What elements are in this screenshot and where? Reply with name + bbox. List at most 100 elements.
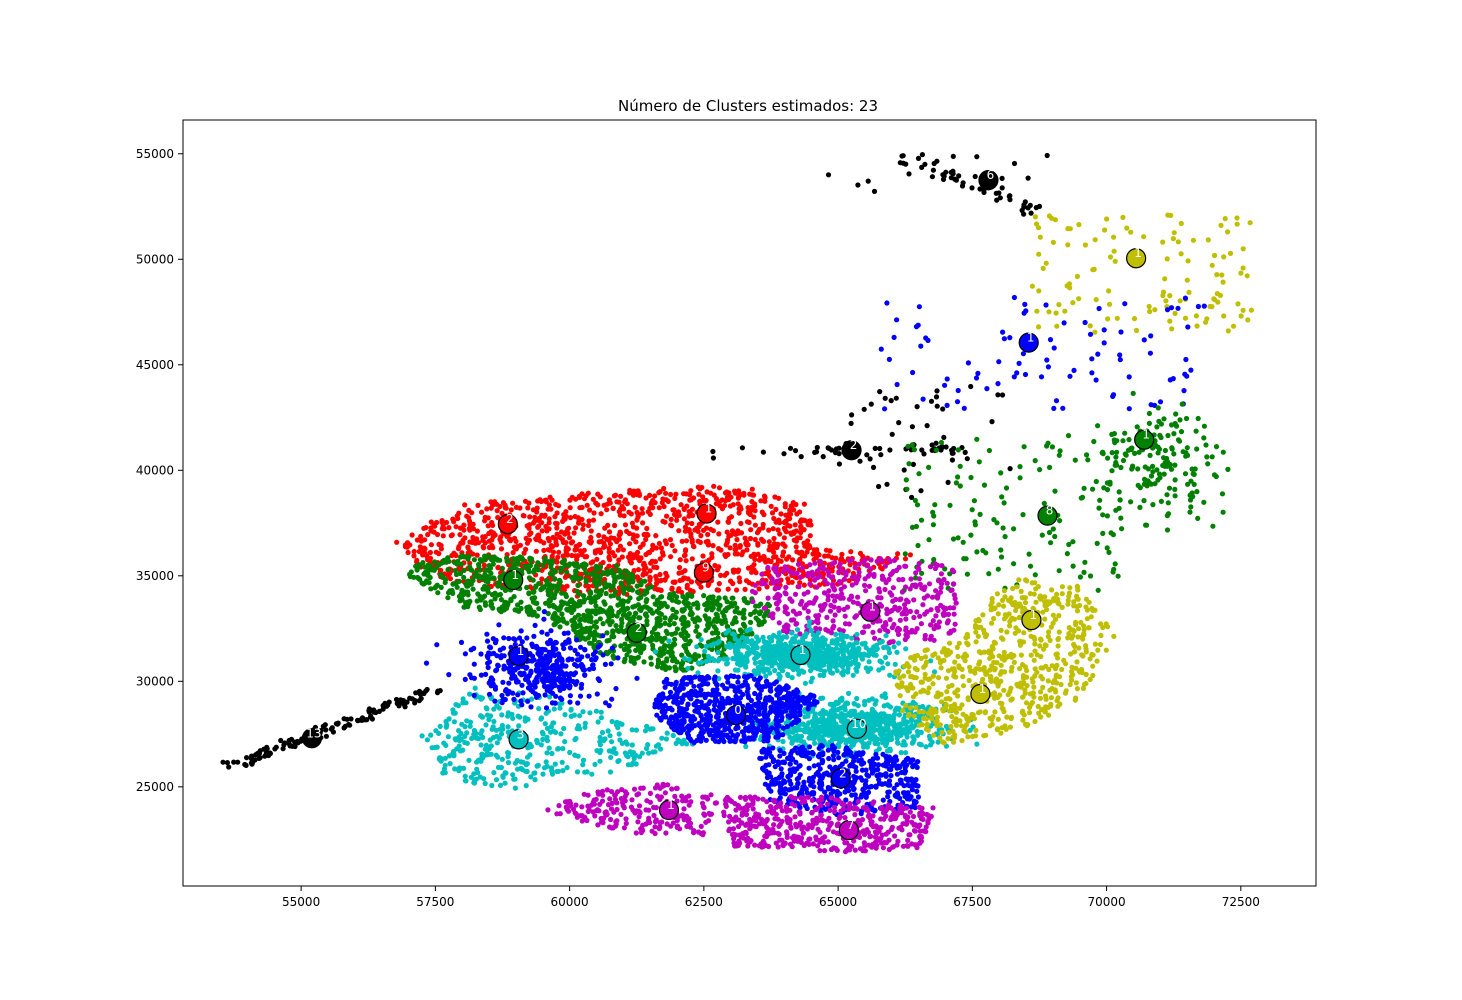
data-point <box>565 530 571 536</box>
data-point <box>661 503 667 510</box>
data-point <box>256 749 262 755</box>
data-point <box>722 607 728 613</box>
data-point <box>432 559 438 565</box>
data-point <box>1187 497 1194 503</box>
data-point <box>883 743 889 749</box>
data-point <box>756 586 762 592</box>
data-point <box>999 185 1005 191</box>
data-point <box>830 581 836 588</box>
data-point <box>676 564 683 571</box>
data-point <box>884 735 890 741</box>
data-point <box>919 585 925 591</box>
data-point <box>605 618 611 624</box>
data-point <box>804 549 810 555</box>
data-point <box>893 395 899 401</box>
data-point <box>817 603 824 609</box>
data-point <box>791 507 797 513</box>
data-point <box>766 527 772 533</box>
data-point <box>825 597 831 603</box>
data-point <box>471 557 477 563</box>
data-point <box>1037 467 1043 473</box>
data-point <box>831 730 837 736</box>
data-point <box>623 646 629 652</box>
data-point <box>722 595 728 601</box>
data-point <box>871 188 878 194</box>
data-point <box>746 650 753 657</box>
data-point <box>556 503 562 509</box>
data-point <box>783 591 789 597</box>
data-point <box>896 564 902 571</box>
data-point <box>857 458 863 464</box>
data-point <box>737 662 743 668</box>
data-point <box>1144 522 1150 528</box>
data-point <box>596 532 602 539</box>
data-point <box>671 621 677 627</box>
data-point <box>825 569 831 575</box>
data-point <box>281 742 287 748</box>
data-point <box>928 398 935 404</box>
data-point <box>587 625 593 631</box>
data-point <box>1095 351 1101 357</box>
data-point <box>710 605 716 611</box>
data-point <box>688 497 694 503</box>
data-point <box>563 509 569 515</box>
data-point <box>976 459 982 465</box>
data-point <box>1171 230 1177 236</box>
data-point <box>1045 364 1051 370</box>
data-point <box>567 598 573 605</box>
data-point <box>443 519 450 526</box>
data-point <box>436 541 442 548</box>
data-point <box>647 511 653 517</box>
data-point <box>1184 445 1190 451</box>
data-point <box>683 491 690 497</box>
data-point <box>640 562 647 568</box>
data-point <box>883 633 889 639</box>
data-point <box>1168 212 1174 218</box>
data-point <box>656 505 662 511</box>
data-point <box>770 546 776 552</box>
data-point <box>919 164 925 170</box>
data-point <box>612 522 618 529</box>
data-point <box>801 739 807 745</box>
data-point <box>469 510 475 516</box>
data-point <box>619 503 625 509</box>
data-point <box>969 185 975 191</box>
data-point <box>1003 485 1010 491</box>
data-point <box>895 551 901 557</box>
data-point <box>1100 512 1106 518</box>
data-point <box>749 641 755 647</box>
data-point <box>600 570 606 576</box>
data-point <box>733 546 739 552</box>
data-point <box>1162 463 1168 469</box>
data-point <box>961 556 967 562</box>
data-point <box>457 532 463 538</box>
data-point <box>749 492 755 498</box>
data-point <box>840 727 846 733</box>
data-point <box>830 574 836 580</box>
data-point <box>511 594 517 600</box>
data-point <box>903 584 909 590</box>
data-point <box>897 617 903 623</box>
data-point <box>817 672 823 678</box>
data-point <box>621 629 627 635</box>
data-point <box>1056 568 1062 574</box>
data-point <box>533 548 539 554</box>
data-point <box>654 608 660 614</box>
data-point <box>805 573 811 579</box>
data-point <box>675 509 682 515</box>
data-point <box>1213 473 1219 480</box>
data-point <box>916 560 922 567</box>
data-point <box>736 610 742 616</box>
data-point <box>1085 457 1091 463</box>
data-point <box>918 488 924 494</box>
data-point <box>960 180 966 186</box>
data-point <box>752 608 759 614</box>
data-point <box>949 587 955 593</box>
data-point <box>1106 301 1113 307</box>
data-point <box>1146 410 1152 417</box>
data-point <box>616 532 622 538</box>
data-point <box>1172 310 1178 316</box>
data-point <box>1032 214 1038 220</box>
data-point <box>452 552 458 558</box>
data-point <box>842 613 848 619</box>
